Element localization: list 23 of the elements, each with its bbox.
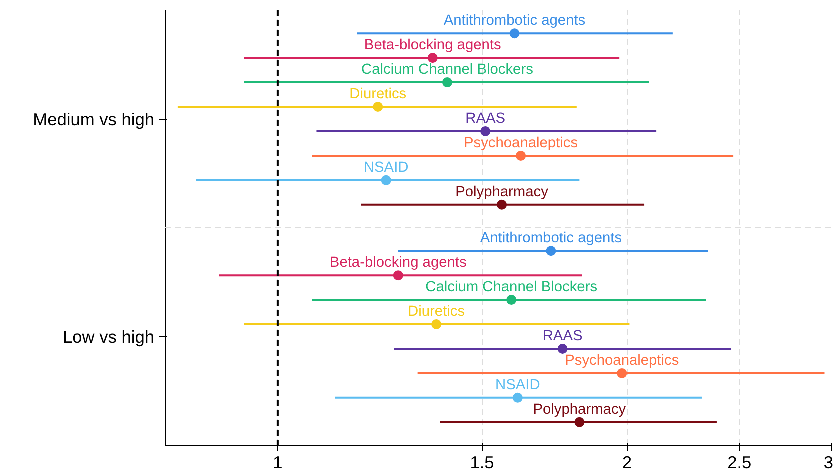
series-label: NSAID	[364, 160, 409, 176]
text: Antithrombotic agents	[444, 13, 586, 30]
text: Calcium Channel Blockers	[426, 280, 598, 296]
series-label: Calcium Channel Blockers	[362, 62, 534, 78]
text: RAAS	[466, 111, 506, 128]
text: Beta-blocking agents	[330, 255, 467, 272]
x-tick-label: 1	[273, 452, 283, 472]
text: Diuretics	[408, 304, 466, 320]
y-tick-label: Low vs high	[62, 326, 155, 347]
series-label: Antithrombotic agents	[480, 230, 622, 247]
x-tick-label: 3	[824, 452, 833, 472]
series-label: Psychoanaleptics	[464, 136, 578, 152]
y-tick-label: Medium vs high	[33, 109, 155, 130]
text: NSAID	[496, 378, 540, 394]
series-label: Polypharmacy	[456, 184, 550, 200]
series-label: RAAS	[542, 328, 583, 345]
x-tick-label: 1.5	[470, 452, 494, 472]
text: Polypharmacy	[533, 402, 626, 418]
series-label: Diuretics	[350, 86, 407, 103]
series-label: Beta-blocking agents	[364, 38, 502, 54]
text: Psychoanaleptics	[565, 353, 680, 370]
x-tick-label: 2	[622, 452, 632, 472]
x-tick-label: 2.5	[728, 452, 752, 472]
